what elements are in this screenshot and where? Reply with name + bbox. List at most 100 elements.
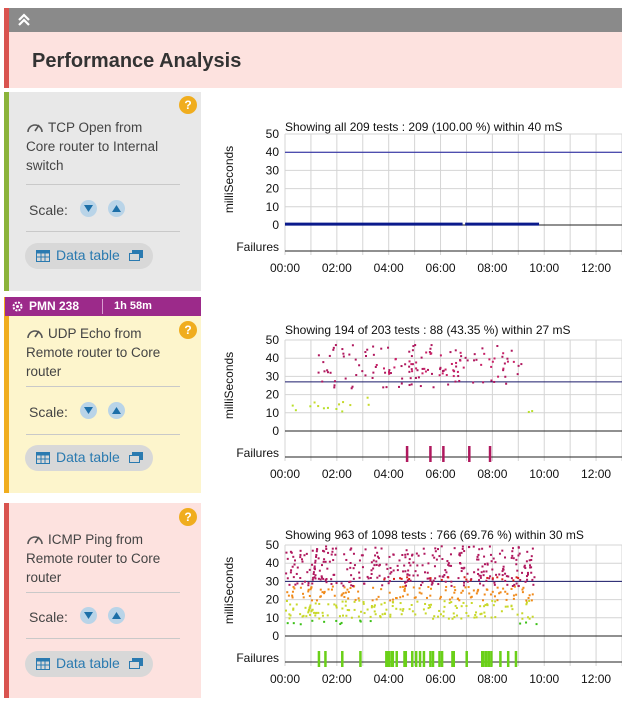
data-point (342, 584, 345, 587)
data-point (319, 588, 322, 591)
data-point (443, 600, 446, 603)
data-point (346, 568, 349, 571)
data-point (427, 368, 430, 371)
data-point (488, 545, 491, 548)
data-point (367, 577, 370, 580)
data-point (391, 605, 394, 608)
failure-mark (405, 446, 409, 462)
data-point (406, 576, 409, 579)
data-point (323, 550, 326, 553)
latency-chart-icmp[interactable]: Showing 963 of 1098 tests : 766 (69.76 %… (215, 526, 622, 691)
data-point (489, 593, 492, 596)
data-table-button[interactable]: Data table (25, 651, 153, 677)
data-point (454, 589, 457, 592)
data-point (352, 552, 355, 555)
data-point (430, 583, 433, 586)
data-point (286, 577, 289, 580)
help-icon[interactable]: ? (179, 321, 197, 339)
data-point (453, 586, 456, 589)
data-point (388, 555, 391, 558)
data-point (341, 600, 344, 603)
data-point (421, 372, 424, 375)
data-point (377, 557, 380, 560)
data-point (512, 557, 515, 560)
help-icon[interactable]: ? (179, 508, 197, 526)
data-point (319, 595, 322, 598)
data-point (374, 365, 377, 368)
data-point (531, 578, 534, 581)
data-point (460, 591, 463, 594)
data-point (465, 604, 468, 607)
data-point (402, 570, 405, 573)
data-point (399, 577, 402, 580)
data-point (477, 558, 480, 561)
data-point (418, 587, 421, 590)
failure-mark (317, 651, 321, 667)
collapse-bar[interactable] (9, 8, 622, 32)
pmn-badge[interactable]: PMN 238 1h 58m (5, 297, 201, 316)
data-point (406, 553, 409, 556)
double-chevron-up-icon[interactable] (16, 12, 32, 28)
data-point (344, 600, 347, 603)
data-point (525, 575, 528, 578)
data-point (352, 577, 355, 580)
data-point (463, 576, 466, 579)
data-table-button[interactable]: Data table (25, 445, 153, 471)
data-point (499, 591, 502, 594)
data-point (330, 588, 333, 591)
data-point (444, 580, 447, 583)
data-point (350, 584, 353, 587)
latency-chart-tcp[interactable]: Showing all 209 tests : 209 (100.00 %) w… (215, 115, 622, 280)
data-point (464, 586, 467, 589)
data-point (460, 567, 463, 570)
data-point (450, 601, 453, 604)
data-point (491, 590, 494, 593)
data-point (411, 349, 414, 352)
data-point (403, 590, 406, 593)
data-point (409, 564, 412, 567)
data-point (530, 571, 533, 574)
data-point (288, 617, 291, 620)
data-point (491, 360, 494, 363)
data-point (422, 608, 425, 611)
data-point (524, 567, 527, 570)
x-tick-label: 04:00 (374, 467, 404, 481)
scale-up-button[interactable] (108, 607, 125, 624)
data-point (407, 569, 410, 572)
divider (26, 184, 180, 185)
data-point (314, 559, 317, 562)
data-point (341, 593, 344, 596)
data-point (493, 581, 496, 584)
data-point (326, 369, 329, 372)
test-title[interactable]: TCP Open from Core router to Internal sw… (26, 118, 186, 175)
latency-chart-udp[interactable]: Showing 194 of 203 tests : 88 (43.35 %) … (215, 321, 622, 486)
data-point (488, 577, 491, 580)
scale-down-button[interactable] (80, 402, 97, 419)
triangle-up-icon (112, 407, 121, 414)
help-icon[interactable]: ? (179, 96, 197, 114)
scale-up-button[interactable] (108, 200, 125, 217)
data-point (411, 363, 414, 366)
test-title[interactable]: ICMP Ping from Remote router to Core rou… (26, 530, 186, 587)
data-point (311, 549, 314, 552)
data-point (323, 558, 326, 561)
y-tick-label: 30 (266, 163, 280, 177)
scale-down-button[interactable] (80, 200, 97, 217)
x-tick-label: 12:00 (581, 467, 611, 481)
data-point (403, 589, 406, 592)
data-point (311, 619, 314, 622)
data-table-label: Data table (56, 449, 120, 465)
scale-down-button[interactable] (80, 607, 97, 624)
data-point (479, 576, 482, 579)
data-point (531, 615, 534, 618)
data-point (334, 344, 337, 347)
data-table-button[interactable]: Data table (25, 243, 153, 269)
data-point (314, 574, 317, 577)
test-title[interactable]: UDP Echo from Remote router to Core rout… (26, 324, 186, 381)
data-point (482, 584, 485, 587)
data-point (483, 611, 486, 614)
scale-up-button[interactable] (108, 402, 125, 419)
data-point (441, 372, 444, 375)
data-point (477, 572, 480, 575)
data-point (496, 599, 499, 602)
